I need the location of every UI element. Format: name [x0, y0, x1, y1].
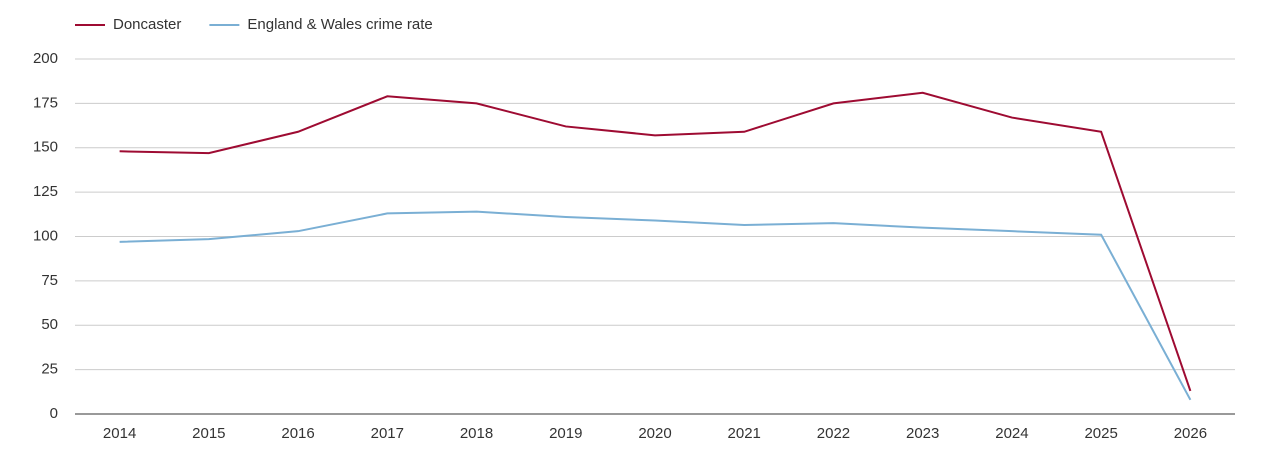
x-tick-label: 2025	[1084, 425, 1117, 442]
y-tick-label: 0	[50, 405, 58, 422]
x-tick-label: 2017	[371, 425, 404, 442]
x-tick-label: 2014	[103, 425, 136, 442]
x-tick-label: 2020	[638, 425, 671, 442]
y-tick-label: 25	[41, 361, 58, 378]
x-tick-label: 2024	[995, 425, 1028, 442]
series-line	[119, 210, 1192, 401]
y-tick-label: 200	[33, 50, 58, 67]
y-tick-label: 100	[33, 227, 58, 244]
y-tick-label: 75	[41, 272, 58, 289]
x-tick-label: 2022	[817, 425, 850, 442]
x-tick-label: 2021	[728, 425, 761, 442]
y-tick-label: 50	[41, 316, 58, 333]
x-tick-label: 2018	[460, 425, 493, 442]
y-tick-label: 175	[33, 94, 58, 111]
legend-label: England & Wales crime rate	[247, 16, 432, 33]
series-line	[119, 91, 1192, 392]
x-tick-label: 2023	[906, 425, 939, 442]
y-tick-label: 150	[33, 139, 58, 156]
x-tick-label: 2015	[192, 425, 225, 442]
legend-label: Doncaster	[113, 16, 181, 33]
x-tick-label: 2026	[1174, 425, 1207, 442]
x-tick-label: 2019	[549, 425, 582, 442]
y-tick-label: 125	[33, 183, 58, 200]
x-tick-label: 2016	[281, 425, 314, 442]
